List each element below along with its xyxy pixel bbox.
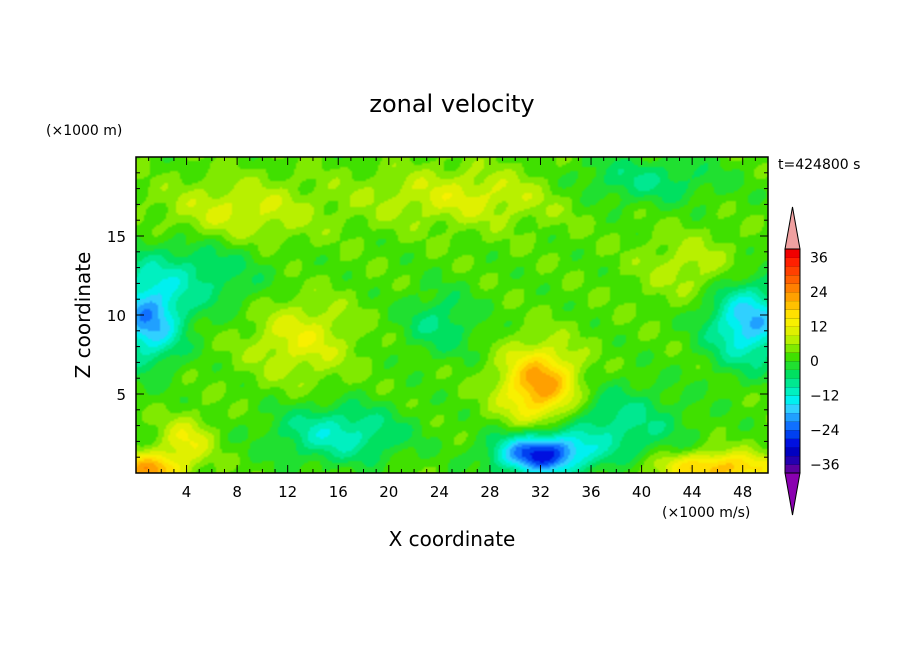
colorbar-swatch xyxy=(785,438,800,448)
x-tick-label: 28 xyxy=(480,483,499,501)
x-tick-label: 8 xyxy=(232,483,242,501)
y-unit-label: (×1000 m) xyxy=(46,123,122,139)
colorbar-tick-label: 36 xyxy=(810,251,828,267)
x-unit-label: (×1000 m/s) xyxy=(662,505,750,521)
y-tick-label: 10 xyxy=(107,307,126,325)
y-axis-label: Z coordinate xyxy=(71,252,95,379)
x-tick-label: 32 xyxy=(531,483,550,501)
colorbar-max-arrow xyxy=(784,206,801,250)
colorbar-frame xyxy=(784,248,801,474)
colorbar-swatch xyxy=(785,300,800,310)
colorbar-tick-label: 0 xyxy=(810,354,819,370)
colorbar-swatch xyxy=(785,378,800,388)
colorbar-tick-label: −12 xyxy=(810,388,840,404)
colorbar-swatch xyxy=(785,249,800,258)
x-axis-label: X coordinate xyxy=(389,527,516,551)
colorbar-swatch xyxy=(785,335,800,345)
x-tick-label: 4 xyxy=(182,483,192,501)
x-tick-label: 12 xyxy=(278,483,297,501)
colorbar-swatch xyxy=(785,412,800,422)
y-tick-label: 15 xyxy=(107,228,126,246)
colorbar-swatch xyxy=(785,361,800,370)
time-label: t=424800 s xyxy=(778,157,860,173)
x-tick-label: 36 xyxy=(581,483,600,501)
colorbar-swatch xyxy=(785,429,800,439)
colorbar-swatch xyxy=(785,395,800,405)
colorbar-swatch xyxy=(785,369,800,379)
colorbar-swatch xyxy=(785,464,800,474)
colorbar: 36 24 12 0 −12 −24 −36 xyxy=(784,206,840,516)
colorbar-tick-label: −24 xyxy=(810,423,840,439)
chart-title: zonal velocity xyxy=(369,90,534,118)
y-tick-label: 5 xyxy=(116,386,126,404)
colorbar-swatch xyxy=(785,447,800,457)
x-tick-label: 16 xyxy=(329,483,348,501)
colorbar-swatch xyxy=(785,283,800,293)
colorbar-swatch xyxy=(785,455,800,465)
colorbar-swatch xyxy=(785,352,800,362)
x-tick-label: 40 xyxy=(632,483,651,501)
colorbar-swatch xyxy=(785,326,800,336)
colorbar-tick-label: −36 xyxy=(810,457,840,473)
y-axis: 5 10 15 xyxy=(107,172,768,458)
colorbar-swatch xyxy=(785,274,800,284)
velocity-field-contours xyxy=(136,157,768,473)
x-tick-label: 44 xyxy=(683,483,702,501)
colorbar-swatch xyxy=(785,317,800,327)
colorbar-swatch xyxy=(785,266,800,276)
colorbar-swatch xyxy=(785,292,800,301)
colorbar-swatch xyxy=(785,386,800,396)
x-tick-label: 24 xyxy=(430,483,449,501)
x-tick-label: 20 xyxy=(379,483,398,501)
colorbar-tick-label: 12 xyxy=(810,320,828,336)
x-tick-label: 48 xyxy=(733,483,752,501)
x-axis: 4 8 12 16 20 24 28 32 36 40 44 48 xyxy=(148,157,756,501)
colorbar-tick-label: 24 xyxy=(810,285,828,301)
colorbar-swatch xyxy=(785,421,800,431)
colorbar-swatch xyxy=(785,343,800,353)
colorbar-swatch xyxy=(785,404,800,413)
colorbar-swatch xyxy=(785,309,800,319)
colorbar-min-arrow xyxy=(784,472,801,516)
plot-area xyxy=(135,156,769,474)
colorbar-swatch xyxy=(785,257,800,267)
